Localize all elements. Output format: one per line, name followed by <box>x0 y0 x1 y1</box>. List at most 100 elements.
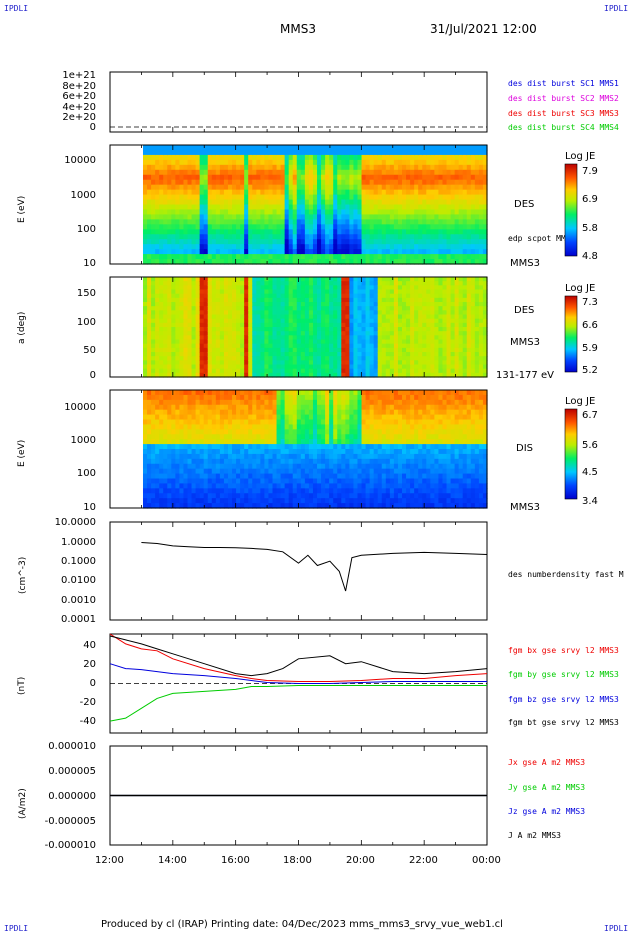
spectrogram-cell <box>280 306 286 311</box>
spectrogram-cell <box>365 154 371 161</box>
spectrogram-cell <box>142 503 148 509</box>
spectrogram-cell <box>159 310 164 316</box>
spectrogram-cell <box>393 214 399 220</box>
spectrogram-cell <box>236 199 241 206</box>
spectrogram-cell <box>300 356 306 361</box>
spectrogram-cell <box>325 239 330 245</box>
spectrogram-cell <box>244 458 249 465</box>
spectrogram-cell <box>377 277 383 282</box>
spectrogram-cell <box>215 360 221 366</box>
spectrogram-cell <box>304 322 310 328</box>
spectrogram-cell <box>284 149 290 156</box>
spectrogram-cell <box>215 327 221 332</box>
spectrogram-cell <box>179 306 185 311</box>
spectrogram-cell <box>349 331 355 336</box>
spectrogram-cell <box>288 339 294 345</box>
spectrogram-cell <box>422 189 427 196</box>
spectrogram-cell <box>325 281 330 286</box>
spectrogram-cell <box>397 244 403 250</box>
spectrogram-cell <box>422 214 427 220</box>
spectrogram-cell <box>284 356 290 361</box>
spectrogram-cell <box>195 179 201 186</box>
spectrogram-cell <box>175 149 181 156</box>
spectrogram-cell <box>357 239 363 245</box>
spectrogram-cell <box>171 164 176 171</box>
spectrogram-cell <box>442 289 448 295</box>
spectrogram-cell <box>393 331 399 336</box>
spectrogram-cell <box>223 414 229 421</box>
spectrogram-cell <box>462 302 468 307</box>
spectrogram-cell <box>389 244 395 250</box>
spectrogram-cell <box>260 394 266 401</box>
spectrogram-cell <box>345 356 350 361</box>
spectrogram-cell <box>442 204 448 211</box>
spectrogram-cell <box>365 194 371 201</box>
spectrogram-cell <box>252 439 257 445</box>
spectrogram-cell <box>211 169 217 176</box>
spectrogram-cell <box>191 458 197 465</box>
p2-ytick-label: 1000 <box>70 190 96 201</box>
spectrogram-cell <box>191 352 197 357</box>
spectrogram-cell <box>159 254 164 260</box>
spectrogram-cell <box>248 352 253 357</box>
spectrogram-cell <box>381 310 387 316</box>
spectrogram-cell <box>187 390 193 396</box>
spectrogram-cell <box>142 372 148 378</box>
spectrogram-cell <box>203 285 209 291</box>
spectrogram-cell <box>406 343 411 349</box>
spectrogram-cell <box>199 493 205 499</box>
spectrogram-cell <box>450 356 456 361</box>
spectrogram-cell <box>147 314 152 320</box>
spectrogram-cell <box>183 234 189 240</box>
spectrogram-cell <box>482 204 488 211</box>
spectrogram-cell <box>393 314 399 320</box>
spectrogram-cell <box>248 224 253 230</box>
spectrogram-cell <box>203 184 209 191</box>
spectrogram-cell <box>422 239 427 245</box>
spectrogram-cell <box>402 285 407 291</box>
spectrogram-cell <box>252 302 257 307</box>
spectrogram-cell <box>187 493 193 499</box>
spectrogram-cell <box>337 249 342 255</box>
spectrogram-cell <box>203 339 209 345</box>
spectrogram-cell <box>187 364 193 370</box>
spectrogram-cell <box>203 204 209 211</box>
spectrogram-cell <box>434 209 440 216</box>
spectrogram-cell <box>142 478 148 485</box>
spectrogram-cell <box>470 189 476 196</box>
spectrogram-cell <box>159 204 164 211</box>
spectrogram-cell <box>377 335 383 341</box>
spectrogram-cell <box>252 424 257 430</box>
spectrogram-cell <box>288 229 294 235</box>
spectrogram-cell <box>308 224 314 230</box>
spectrogram-cell <box>147 214 152 220</box>
spectrogram-cell <box>410 259 415 265</box>
spectrogram-cell <box>151 179 156 186</box>
spectrogram-cell <box>187 154 193 161</box>
spectrogram-cell <box>462 322 468 328</box>
spectrogram-cell <box>244 439 249 445</box>
spectrogram-cell <box>191 179 197 186</box>
spectrogram-cell <box>252 394 257 401</box>
spectrogram-cell <box>179 179 185 186</box>
spectrogram-cell <box>353 154 359 161</box>
spectrogram-cell <box>284 254 290 260</box>
spectrogram-cell <box>219 463 225 470</box>
spectrogram-cell <box>167 434 172 440</box>
spectrogram-cell <box>167 306 172 311</box>
spectrogram-cell <box>402 174 407 181</box>
spectrogram-cell <box>199 444 205 450</box>
spectrogram-cell <box>304 360 310 366</box>
spectrogram-cell <box>341 356 346 361</box>
spectrogram-cell <box>353 372 359 378</box>
spectrogram-cell <box>280 404 286 411</box>
spectrogram-cell <box>438 169 444 176</box>
spectrogram-cell <box>410 169 415 176</box>
spectrogram-cell <box>296 184 302 191</box>
spectrogram-cell <box>402 364 407 370</box>
spectrogram-cell <box>418 368 423 374</box>
spectrogram-cell <box>244 335 249 341</box>
spectrogram-cell <box>470 244 476 250</box>
spectrogram-cell <box>430 368 435 374</box>
spectrogram-cell <box>264 281 270 286</box>
